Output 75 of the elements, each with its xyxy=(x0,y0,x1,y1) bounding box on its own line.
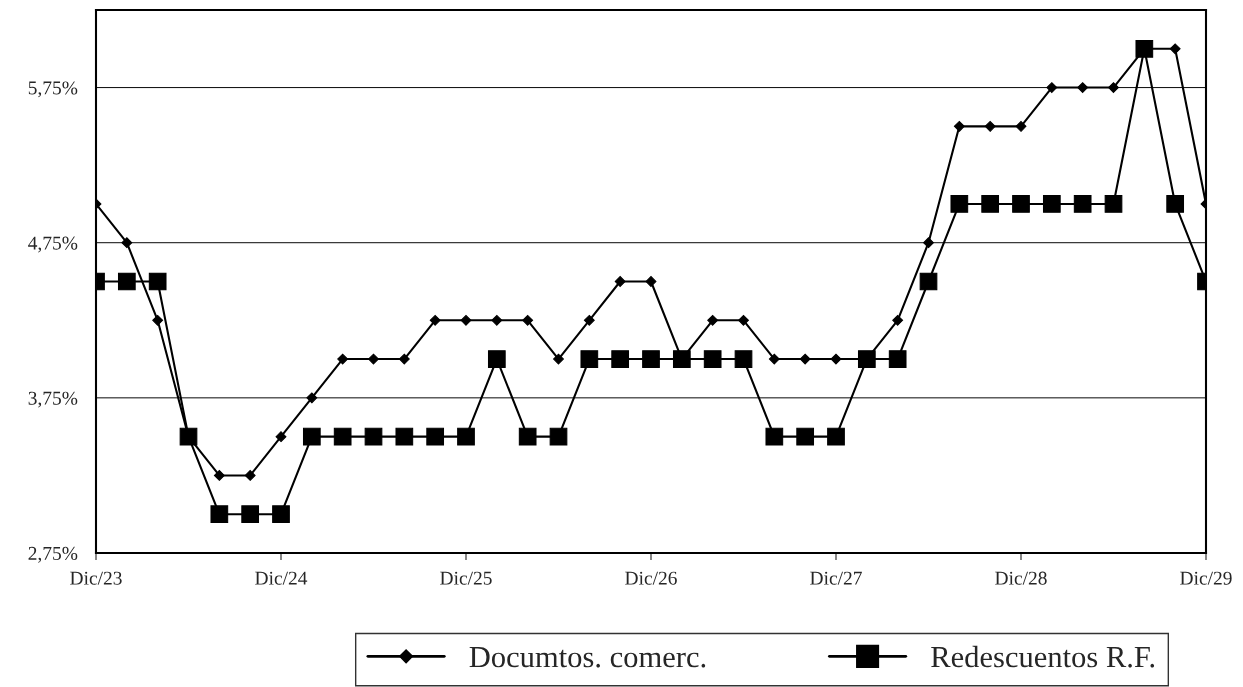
point xyxy=(1012,195,1030,213)
point xyxy=(583,314,595,326)
point xyxy=(302,427,321,446)
point xyxy=(892,314,904,326)
point xyxy=(642,350,660,368)
point xyxy=(522,314,534,326)
x-tick-label: Dic/24 xyxy=(255,571,308,585)
point xyxy=(117,272,136,291)
point xyxy=(460,314,472,326)
point xyxy=(923,237,934,249)
point xyxy=(333,427,352,446)
x-tick-label: Dic/29 xyxy=(1180,571,1232,585)
point xyxy=(645,276,657,287)
point xyxy=(337,353,349,365)
x-tick-label: Dic/27 xyxy=(810,571,862,585)
point xyxy=(1108,82,1119,93)
point xyxy=(244,470,256,481)
point xyxy=(1104,195,1123,213)
point xyxy=(368,353,379,365)
point xyxy=(888,350,907,368)
point xyxy=(364,427,383,446)
point xyxy=(121,237,133,249)
point xyxy=(1042,195,1061,213)
legend-label: Documtos. comerc. xyxy=(469,647,706,668)
x-tick-label: Dic/26 xyxy=(625,571,677,585)
point xyxy=(487,350,506,368)
point xyxy=(984,120,996,132)
point xyxy=(707,314,719,326)
y-tick-label: 3,75% xyxy=(28,391,78,408)
point xyxy=(549,427,568,446)
y-tick-label: 2,75% xyxy=(28,546,78,563)
y-tick-label: 4,75% xyxy=(28,236,78,253)
point xyxy=(210,505,229,524)
point xyxy=(398,353,410,365)
y-tick-label: 5,75% xyxy=(28,81,78,98)
point xyxy=(275,431,287,443)
point xyxy=(830,353,842,365)
point xyxy=(734,350,753,368)
point xyxy=(518,427,537,446)
point xyxy=(1077,82,1089,93)
point xyxy=(919,272,938,291)
point xyxy=(426,427,445,446)
point xyxy=(306,392,318,404)
point xyxy=(738,314,749,326)
point xyxy=(152,314,164,326)
point xyxy=(241,505,260,524)
point xyxy=(614,276,626,287)
point xyxy=(580,350,599,368)
point xyxy=(148,272,167,291)
point xyxy=(272,505,290,524)
point xyxy=(953,120,965,132)
point xyxy=(768,353,780,365)
x-tick-label: Dic/25 xyxy=(440,571,492,585)
point xyxy=(457,427,475,446)
x-tick-label: Dic/28 xyxy=(995,571,1047,585)
point xyxy=(1169,43,1181,55)
point xyxy=(765,427,784,446)
point xyxy=(213,470,225,481)
point xyxy=(796,427,815,446)
point xyxy=(827,427,845,446)
point xyxy=(1046,82,1058,93)
point xyxy=(429,314,441,326)
point xyxy=(1073,195,1092,213)
point xyxy=(799,353,811,365)
point xyxy=(611,350,630,368)
point xyxy=(491,314,503,326)
point xyxy=(950,195,969,213)
point xyxy=(1015,120,1027,132)
point xyxy=(981,195,1000,213)
legend-label: Redescuentos R.F. xyxy=(931,645,1155,668)
point xyxy=(1166,195,1185,213)
point xyxy=(553,353,564,365)
point xyxy=(703,350,722,368)
point xyxy=(395,427,414,446)
x-tick-label: Dic/23 xyxy=(70,571,122,585)
